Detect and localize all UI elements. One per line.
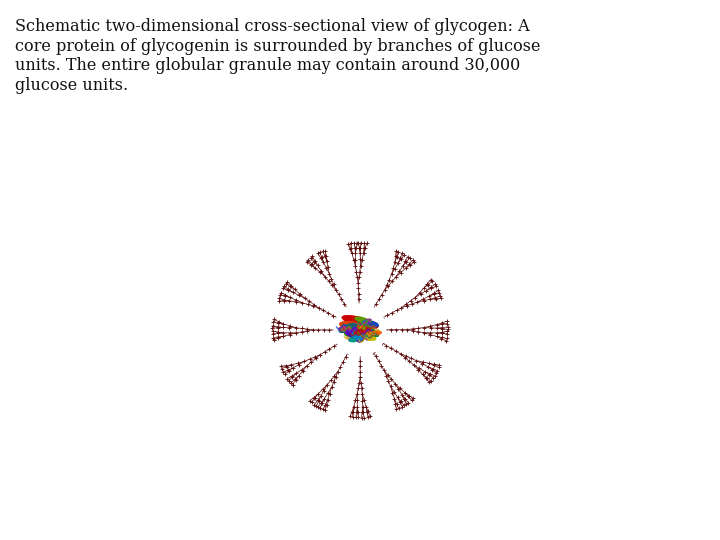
Ellipse shape (354, 329, 377, 341)
Ellipse shape (368, 330, 382, 335)
Ellipse shape (348, 334, 368, 342)
Ellipse shape (339, 321, 361, 329)
Ellipse shape (348, 334, 368, 342)
Text: Schematic two-dimensional cross-sectional view of glycogen: A
core protein of gl: Schematic two-dimensional cross-sectiona… (15, 18, 541, 94)
Ellipse shape (354, 316, 370, 323)
Ellipse shape (348, 330, 364, 342)
Ellipse shape (339, 321, 361, 329)
Ellipse shape (361, 319, 372, 326)
Ellipse shape (345, 330, 359, 339)
Ellipse shape (345, 330, 359, 339)
Ellipse shape (361, 320, 379, 328)
Ellipse shape (338, 326, 352, 332)
Ellipse shape (338, 326, 352, 332)
Ellipse shape (341, 315, 379, 329)
Ellipse shape (344, 329, 366, 337)
Ellipse shape (354, 316, 370, 323)
Ellipse shape (341, 315, 379, 329)
Ellipse shape (359, 323, 377, 331)
Ellipse shape (365, 327, 379, 337)
Ellipse shape (338, 323, 358, 333)
Ellipse shape (368, 330, 382, 335)
Ellipse shape (359, 323, 377, 331)
Circle shape (334, 304, 386, 356)
Ellipse shape (361, 319, 372, 326)
Ellipse shape (348, 330, 364, 342)
Ellipse shape (354, 329, 377, 341)
Ellipse shape (338, 323, 358, 333)
Ellipse shape (361, 320, 379, 328)
Ellipse shape (365, 327, 379, 337)
Ellipse shape (344, 329, 366, 337)
